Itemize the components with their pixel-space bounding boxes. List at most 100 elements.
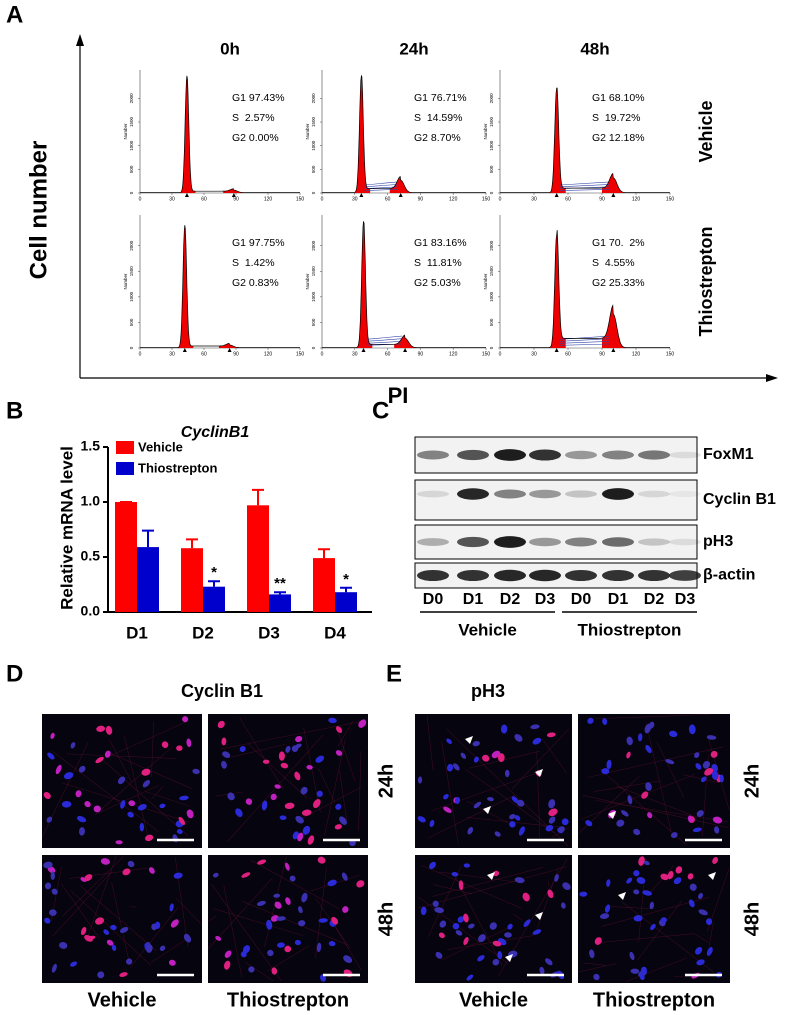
- tick-label: 500: [129, 165, 134, 173]
- nucleus: [458, 880, 464, 891]
- axis-label: Cell number: [25, 141, 52, 280]
- peak-marker: [398, 193, 403, 197]
- tick-label: 1000: [311, 291, 316, 302]
- histogram-outline: [140, 225, 300, 348]
- tick-label: 0: [139, 196, 142, 202]
- tick-label: 0: [499, 351, 502, 357]
- phase-percent: G1 76.71%: [414, 92, 467, 104]
- fiber: [683, 774, 720, 784]
- fiber: [94, 785, 159, 816]
- fiber: [151, 721, 154, 777]
- tick-label: 1000: [489, 291, 494, 302]
- s-phase-fit: [364, 184, 398, 188]
- arrow: [76, 34, 84, 46]
- arrow: [766, 374, 778, 382]
- tick-label: 30: [531, 196, 537, 202]
- nucleus: [712, 856, 719, 864]
- nucleus: [560, 902, 566, 909]
- band: [669, 490, 701, 498]
- image-background: [208, 855, 368, 983]
- nucleus: [111, 944, 117, 951]
- fiber: [578, 963, 617, 973]
- fiber: [595, 800, 728, 822]
- tick-label: 60: [565, 351, 571, 357]
- fiber: [336, 727, 356, 782]
- nucleus: [159, 945, 166, 952]
- nucleus: [50, 871, 55, 880]
- lane-label: D2: [500, 591, 521, 608]
- nucleus: [587, 717, 594, 724]
- fiber: [230, 744, 286, 758]
- tick-label: 90: [418, 196, 424, 202]
- x-tick-label: D1: [126, 623, 148, 642]
- nucleus: [80, 926, 87, 936]
- nucleus: [183, 933, 192, 943]
- band: [529, 489, 561, 499]
- nucleus: [644, 723, 652, 734]
- nucleus: [43, 791, 51, 799]
- nucleus: [539, 966, 545, 975]
- nucleus: [261, 800, 268, 811]
- phase-percent: S 1.42%: [232, 257, 275, 269]
- nucleus: [176, 829, 183, 834]
- peak-marker: [359, 193, 364, 197]
- nucleus: [548, 808, 558, 817]
- nucleus: [473, 756, 479, 763]
- nucleus: [341, 872, 348, 881]
- nucleus: [146, 944, 153, 953]
- row-label: 24h: [375, 764, 397, 798]
- tick-label: 30: [352, 196, 358, 202]
- nucleus: [301, 809, 312, 816]
- nucleus: [306, 765, 313, 770]
- nucleus: [692, 827, 702, 833]
- nucleus: [493, 870, 500, 877]
- nucleus: [294, 743, 302, 749]
- fiber: [548, 880, 550, 887]
- nucleus: [706, 918, 713, 926]
- phase-percent: G2 0.83%: [232, 277, 279, 289]
- bar: [115, 502, 137, 612]
- nucleus: [240, 951, 247, 958]
- g2-peak: [602, 173, 625, 193]
- nucleus: [335, 726, 343, 733]
- nucleus: [79, 827, 85, 836]
- axis-label: Number: [305, 123, 310, 140]
- y-tick-label: 0.5: [81, 548, 101, 564]
- nucleus: [186, 809, 194, 819]
- fiber: [111, 882, 129, 960]
- nucleus: [463, 936, 469, 946]
- nucleus: [497, 753, 505, 762]
- fiber: [594, 714, 710, 720]
- nucleus: [270, 915, 279, 922]
- nucleus: [262, 759, 270, 764]
- tick-label: 1500: [311, 117, 316, 128]
- nucleus: [117, 776, 126, 785]
- x-tick-label: D2: [192, 623, 214, 642]
- nucleus: [142, 780, 151, 788]
- lane-label: D1: [608, 591, 629, 608]
- nucleus: [606, 879, 611, 887]
- row-label: 48h: [741, 902, 763, 936]
- tick-label: 2000: [129, 93, 134, 104]
- nucleus: [432, 900, 439, 907]
- nucleus: [544, 958, 553, 966]
- g1-peak: [352, 75, 371, 193]
- nucleus: [643, 860, 650, 866]
- nucleus: [317, 856, 326, 864]
- tick-label: 0: [499, 196, 502, 202]
- nucleus: [289, 875, 296, 882]
- nucleus: [46, 816, 53, 823]
- s-phase-fit: [560, 338, 610, 342]
- nucleus: [182, 716, 189, 723]
- column-header: 48h: [580, 39, 609, 58]
- fiber: [174, 857, 189, 948]
- nucleus: [119, 972, 128, 977]
- nucleus: [467, 827, 474, 835]
- nucleus: [280, 762, 289, 769]
- tick-label: 150: [666, 196, 675, 202]
- column-header: 0h: [220, 39, 240, 58]
- fiber: [129, 907, 179, 968]
- fiber: [331, 920, 362, 971]
- histogram-outline: [322, 74, 486, 193]
- nucleus: [478, 934, 486, 943]
